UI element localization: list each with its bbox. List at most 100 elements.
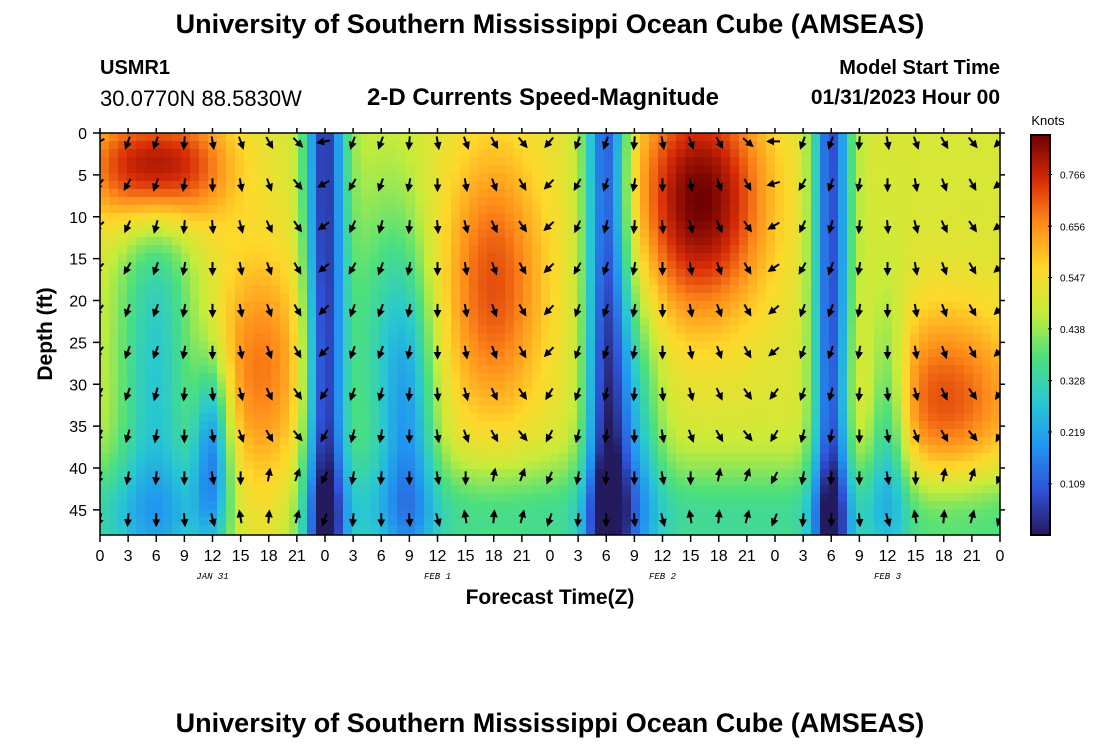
speed-cell [127,141,137,150]
speed-cell [136,277,146,286]
speed-cell [703,189,713,198]
speed-cell [847,365,857,374]
speed-cell [955,141,965,150]
speed-cell [811,221,821,230]
speed-cell [496,181,506,190]
speed-cell [874,181,884,190]
speed-cell [199,421,209,430]
speed-cell [127,469,137,478]
speed-cell [388,437,398,446]
speed-cell [199,453,209,462]
speed-cell [478,245,488,254]
speed-cell [847,485,857,494]
speed-cell [496,141,506,150]
speed-cell [496,341,506,350]
speed-cell [739,365,749,374]
speed-cell [100,525,110,534]
speed-cell [298,197,308,206]
speed-cell [199,309,209,318]
speed-cell [883,373,893,382]
speed-cell [289,413,299,422]
speed-cell [352,357,362,366]
speed-cell [793,461,803,470]
speed-cell [910,165,920,174]
speed-cell [874,277,884,286]
speed-cell [649,277,659,286]
speed-cell [343,493,353,502]
speed-cell [226,333,236,342]
speed-cell [838,413,848,422]
speed-cell [532,429,542,438]
speed-cell [460,517,470,526]
speed-cell [541,365,551,374]
speed-cell [928,405,938,414]
speed-cell [244,477,254,486]
speed-cell [505,237,515,246]
speed-cell [622,213,632,222]
speed-cell [568,357,578,366]
speed-cell [919,461,929,470]
speed-cell [181,341,191,350]
speed-cell [244,333,254,342]
speed-cell [568,373,578,382]
speed-cell [721,429,731,438]
speed-cell [262,405,272,414]
speed-cell [145,237,155,246]
speed-cell [568,469,578,478]
speed-cell [298,309,308,318]
speed-cell [406,229,416,238]
speed-cell [586,357,596,366]
speed-cell [766,517,776,526]
speed-cell [640,149,650,158]
speed-cell [181,477,191,486]
speed-cell [127,421,137,430]
speed-cell [298,229,308,238]
speed-cell [154,325,164,334]
speed-cell [802,413,812,422]
speed-cell [172,477,182,486]
speed-cell [460,205,470,214]
speed-cell [577,229,587,238]
speed-cell [154,293,164,302]
speed-cell [442,501,452,510]
speed-cell [397,189,407,198]
speed-cell [145,197,155,206]
speed-cell [172,389,182,398]
speed-cell [325,309,335,318]
speed-cell [136,269,146,278]
speed-cell [334,245,344,254]
speed-cell [379,149,389,158]
speed-cell [316,445,326,454]
speed-cell [712,365,722,374]
speed-cell [613,349,623,358]
speed-cell [451,237,461,246]
speed-cell [595,325,605,334]
speed-cell [460,485,470,494]
speed-cell [937,405,947,414]
speed-cell [487,341,497,350]
speed-cell [865,237,875,246]
speed-cell [163,189,173,198]
speed-cell [415,189,425,198]
speed-cell [190,485,200,494]
speed-cell [118,365,128,374]
speed-cell [577,205,587,214]
speed-cell [514,413,524,422]
speed-cell [361,333,371,342]
speed-cell [748,325,758,334]
speed-cell [541,277,551,286]
speed-cell [199,469,209,478]
speed-cell [325,237,335,246]
speed-cell [334,477,344,486]
speed-cell [784,141,794,150]
speed-cell [838,173,848,182]
speed-cell [379,317,389,326]
speed-cell [874,229,884,238]
speed-cell [631,341,641,350]
speed-cell [379,165,389,174]
speed-cell [676,421,686,430]
speed-cell [370,421,380,430]
speed-cell [172,397,182,406]
speed-cell [766,317,776,326]
speed-cell [226,221,236,230]
